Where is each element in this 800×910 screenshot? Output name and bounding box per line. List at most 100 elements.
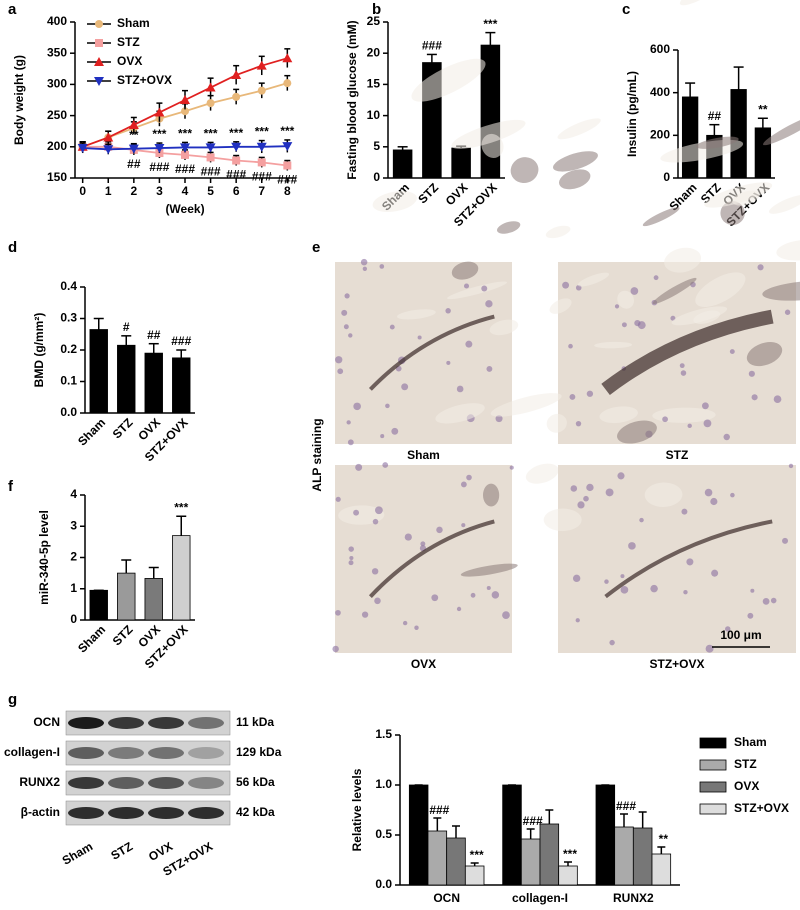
error-bar xyxy=(638,811,647,828)
cell xyxy=(337,368,344,375)
cell xyxy=(461,523,466,528)
tissue xyxy=(545,225,571,239)
significance: *** xyxy=(152,127,166,141)
tissue xyxy=(396,309,436,320)
blot-row-label: collagen-I xyxy=(4,745,60,759)
y-tick-label: 25 xyxy=(367,14,381,28)
image-label: STZ xyxy=(666,448,689,462)
legend-label: OVX xyxy=(117,54,142,68)
cell xyxy=(784,309,791,315)
tissue xyxy=(644,482,683,507)
legend-swatch xyxy=(699,759,727,771)
error-bar xyxy=(545,809,554,824)
bar xyxy=(558,865,578,886)
cell xyxy=(628,542,636,550)
error-bar xyxy=(470,862,479,866)
cell xyxy=(362,266,368,271)
bar xyxy=(89,589,108,621)
cell xyxy=(604,579,609,584)
cell xyxy=(349,555,354,561)
cell xyxy=(569,394,576,400)
y-tick-label: 0.4 xyxy=(60,279,77,293)
significance: ### xyxy=(252,170,272,184)
x-axis-label: (Week) xyxy=(165,202,204,216)
significance: # xyxy=(123,320,130,334)
point xyxy=(181,150,189,159)
cell xyxy=(662,416,668,423)
cell xyxy=(343,324,349,330)
cell xyxy=(445,308,451,314)
bar xyxy=(681,96,699,179)
cell xyxy=(653,275,659,281)
significance: *** xyxy=(204,127,218,141)
blot-size-label: 42 kDa xyxy=(236,805,275,819)
cell xyxy=(725,626,731,632)
tissue xyxy=(451,119,526,149)
significance: *** xyxy=(280,124,294,138)
cell xyxy=(431,594,439,602)
y-tick-label: 1.0 xyxy=(375,777,392,791)
tissue xyxy=(481,133,504,159)
cell xyxy=(385,403,390,409)
error-bar xyxy=(148,342,159,354)
y-tick-label: 200 xyxy=(650,128,670,142)
cell xyxy=(495,415,503,423)
cell xyxy=(750,588,755,593)
error-bar xyxy=(121,335,132,346)
cell xyxy=(620,585,629,594)
cell xyxy=(586,483,594,492)
cell xyxy=(372,518,379,525)
cell xyxy=(335,609,341,616)
x-tick-label: STZ xyxy=(415,180,441,206)
significance: *** xyxy=(229,126,243,140)
point xyxy=(180,95,190,104)
cell xyxy=(782,537,789,544)
tissue xyxy=(543,508,582,532)
cell xyxy=(711,569,719,577)
error-bar xyxy=(685,82,696,97)
cell xyxy=(389,324,395,330)
blot-band xyxy=(148,807,184,819)
cell xyxy=(614,304,620,309)
significance: ** xyxy=(659,832,669,846)
point xyxy=(128,119,139,129)
cell xyxy=(586,390,594,397)
image-label: OVX xyxy=(411,657,436,671)
error-bar xyxy=(93,317,104,330)
y-tick-label: 250 xyxy=(47,108,67,122)
blot-row-label: β-actin xyxy=(21,805,60,819)
bar xyxy=(117,572,136,621)
y-tick-label: 0 xyxy=(70,612,77,626)
cell xyxy=(375,506,383,515)
legend-marker xyxy=(95,39,103,47)
cell xyxy=(723,433,730,441)
blot-band xyxy=(68,807,104,819)
bar xyxy=(754,127,772,179)
panel-letter: g xyxy=(8,691,17,708)
legend-label: Sham xyxy=(734,735,767,749)
bar xyxy=(614,826,634,886)
error-bar xyxy=(148,566,159,579)
cell xyxy=(355,463,363,471)
cell xyxy=(348,546,354,552)
cell xyxy=(374,597,381,605)
micrograph-bg xyxy=(335,465,512,653)
tissue xyxy=(732,190,760,206)
x-tick-label: 8 xyxy=(284,184,291,198)
tissue xyxy=(594,341,633,349)
micrograph xyxy=(558,0,800,444)
cell xyxy=(344,293,350,299)
cell xyxy=(762,597,770,605)
cell xyxy=(348,333,353,338)
tissue xyxy=(664,247,702,273)
tissue xyxy=(617,420,657,444)
image-label: STZ+OVX xyxy=(649,657,704,671)
point xyxy=(154,107,165,117)
tissue xyxy=(652,407,716,423)
x-tick-label: STZ xyxy=(110,622,136,648)
legend-label: STZ xyxy=(734,757,757,771)
blot-band xyxy=(188,717,224,729)
cell xyxy=(463,283,470,289)
error-bar xyxy=(733,66,744,90)
legend-label: STZ+OVX xyxy=(734,801,789,815)
